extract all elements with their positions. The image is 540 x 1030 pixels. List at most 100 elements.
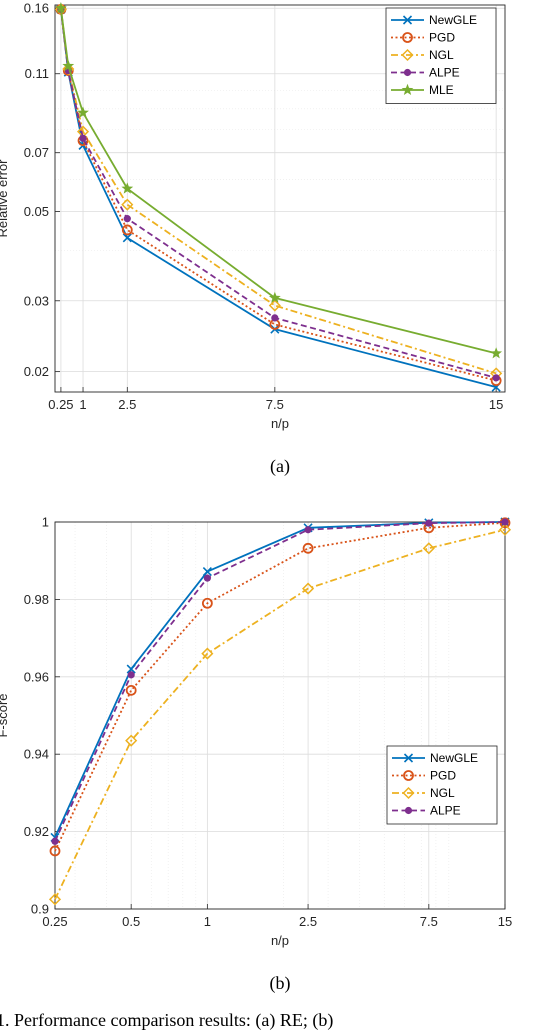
y-tick-label: 0.98	[24, 592, 49, 607]
marker-diamond	[402, 786, 415, 800]
y-tick-label: 0.16	[24, 1, 49, 16]
marker-diamond	[498, 523, 512, 536]
marker-star	[268, 291, 281, 303]
marker-circle	[402, 32, 413, 43]
legend-marker	[401, 83, 414, 96]
data-point-alpe	[425, 519, 433, 527]
series-group	[54, 2, 503, 392]
data-point-ngl	[48, 893, 62, 906]
y-tick-label: 0.03	[24, 293, 49, 308]
marker-dot	[501, 518, 509, 526]
legend-entry-mle: MLE	[429, 83, 454, 97]
marker-diamond	[121, 198, 134, 211]
marker-dot	[304, 526, 312, 534]
marker-x	[402, 15, 413, 25]
figure-caption-fragment: 1. Performance comparison results: (a) R…	[0, 1010, 333, 1030]
marker-dot	[127, 671, 135, 679]
marker-diamond	[401, 48, 414, 62]
marker-dot	[271, 314, 279, 322]
axes-frame	[54, 4, 506, 393]
marker-dot	[492, 374, 500, 382]
data-point-ngl	[302, 582, 315, 595]
marker-diamond	[125, 734, 138, 747]
x-tick-label: 1	[204, 914, 211, 929]
chart-caption: (a)	[270, 456, 290, 477]
marker-dot	[403, 68, 412, 77]
marker-diamond	[302, 582, 315, 595]
legend: NewGLE PGD NGL ALPE MLE	[385, 7, 497, 104]
marker-circle	[302, 542, 314, 554]
y-tick-label: 0.96	[24, 669, 49, 684]
y-tick-label: 0.11	[25, 66, 49, 81]
marker-x	[122, 233, 132, 243]
data-point-ngl	[498, 523, 512, 536]
legend: NewGLE PGD NGL ALPE	[386, 745, 498, 825]
x-tick-label: 0.25	[48, 397, 73, 412]
data-point-alpe	[79, 134, 87, 142]
chart-relative-error: 0.25 1 2.5 7.5 15 0.02 0.03 0.05 0.07 0.11 0.16 n/p…	[0, 1, 506, 477]
plot-area	[55, 522, 505, 909]
marker-star	[55, 2, 67, 14]
marker-dot	[425, 519, 433, 527]
y-tick-label: 0.9	[31, 902, 49, 917]
y-axis-label: F-score	[0, 693, 10, 737]
y-axis-label: Relative error	[0, 159, 10, 238]
marker-star	[77, 106, 89, 118]
tick-labels: 0.25 1 2.5 7.5 15 0.02 0.03 0.05 0.07 0.11 0.16	[24, 1, 504, 412]
x-tick-label: 15	[498, 914, 512, 929]
legend-marker	[403, 753, 414, 763]
x-axis-label: n/p	[271, 933, 289, 948]
x-tick-label: 0.5	[122, 914, 140, 929]
data-point-mle	[77, 106, 89, 118]
legend-entry-alpe: ALPE	[429, 66, 460, 80]
data-point-pgd	[125, 684, 137, 696]
legend-marker	[403, 68, 412, 77]
y-tick-label: 1	[42, 515, 49, 530]
legend-marker	[402, 32, 413, 43]
marker-x	[202, 566, 212, 577]
data-point-pgd	[121, 224, 133, 236]
marker-circle	[49, 845, 61, 857]
x-tick-label: 2.5	[299, 914, 317, 929]
marker-diamond	[48, 893, 62, 906]
y-tick-label: 0.92	[24, 824, 49, 839]
data-point-ngl	[121, 198, 134, 211]
data-point-newgle	[126, 664, 136, 674]
data-point-mle	[268, 291, 281, 303]
legend-entry-pgd: PGD	[430, 769, 456, 783]
series-line-mle	[60, 8, 497, 355]
x-axis-label: n/p	[271, 416, 289, 431]
data-point-mle	[62, 59, 75, 71]
marker-star	[490, 347, 503, 359]
series-line-alpe	[54, 521, 506, 842]
data-point-alpe	[501, 518, 509, 526]
data-point-pgd	[201, 597, 213, 609]
legend-entry-newgle: NewGLE	[430, 751, 478, 765]
marker-dot	[51, 837, 59, 845]
x-tick-label: 2.5	[118, 397, 136, 412]
legend-marker	[402, 786, 415, 800]
data-point-alpe	[127, 671, 135, 679]
marker-x	[126, 664, 136, 674]
data-point-alpe	[271, 314, 279, 322]
data-point-alpe	[304, 526, 312, 534]
legend-entry-pgd: PGD	[429, 31, 455, 45]
marker-circle	[201, 597, 213, 609]
marker-circle	[403, 770, 414, 781]
data-point-ngl	[268, 299, 281, 312]
x-tick-label: 0.25	[42, 914, 67, 929]
y-tick-label: 0.02	[24, 364, 49, 379]
x-tick-label: 7.5	[266, 397, 284, 412]
legend-entry-alpe: ALPE	[430, 804, 461, 818]
data-point-mle	[55, 2, 67, 14]
x-tick-label: 15	[489, 397, 503, 412]
data-point-pgd	[49, 845, 61, 857]
marker-dot	[123, 215, 131, 223]
marker-circle	[125, 684, 137, 696]
marker-dot	[79, 134, 87, 142]
data-point-ngl	[422, 542, 435, 555]
tick-labels: 0.25 0.5 1 2.5 7.5 15 0.9 0.92 0.94 0.96 0.98 1	[24, 515, 513, 930]
marker-dot	[404, 806, 413, 815]
series-group	[48, 517, 512, 906]
